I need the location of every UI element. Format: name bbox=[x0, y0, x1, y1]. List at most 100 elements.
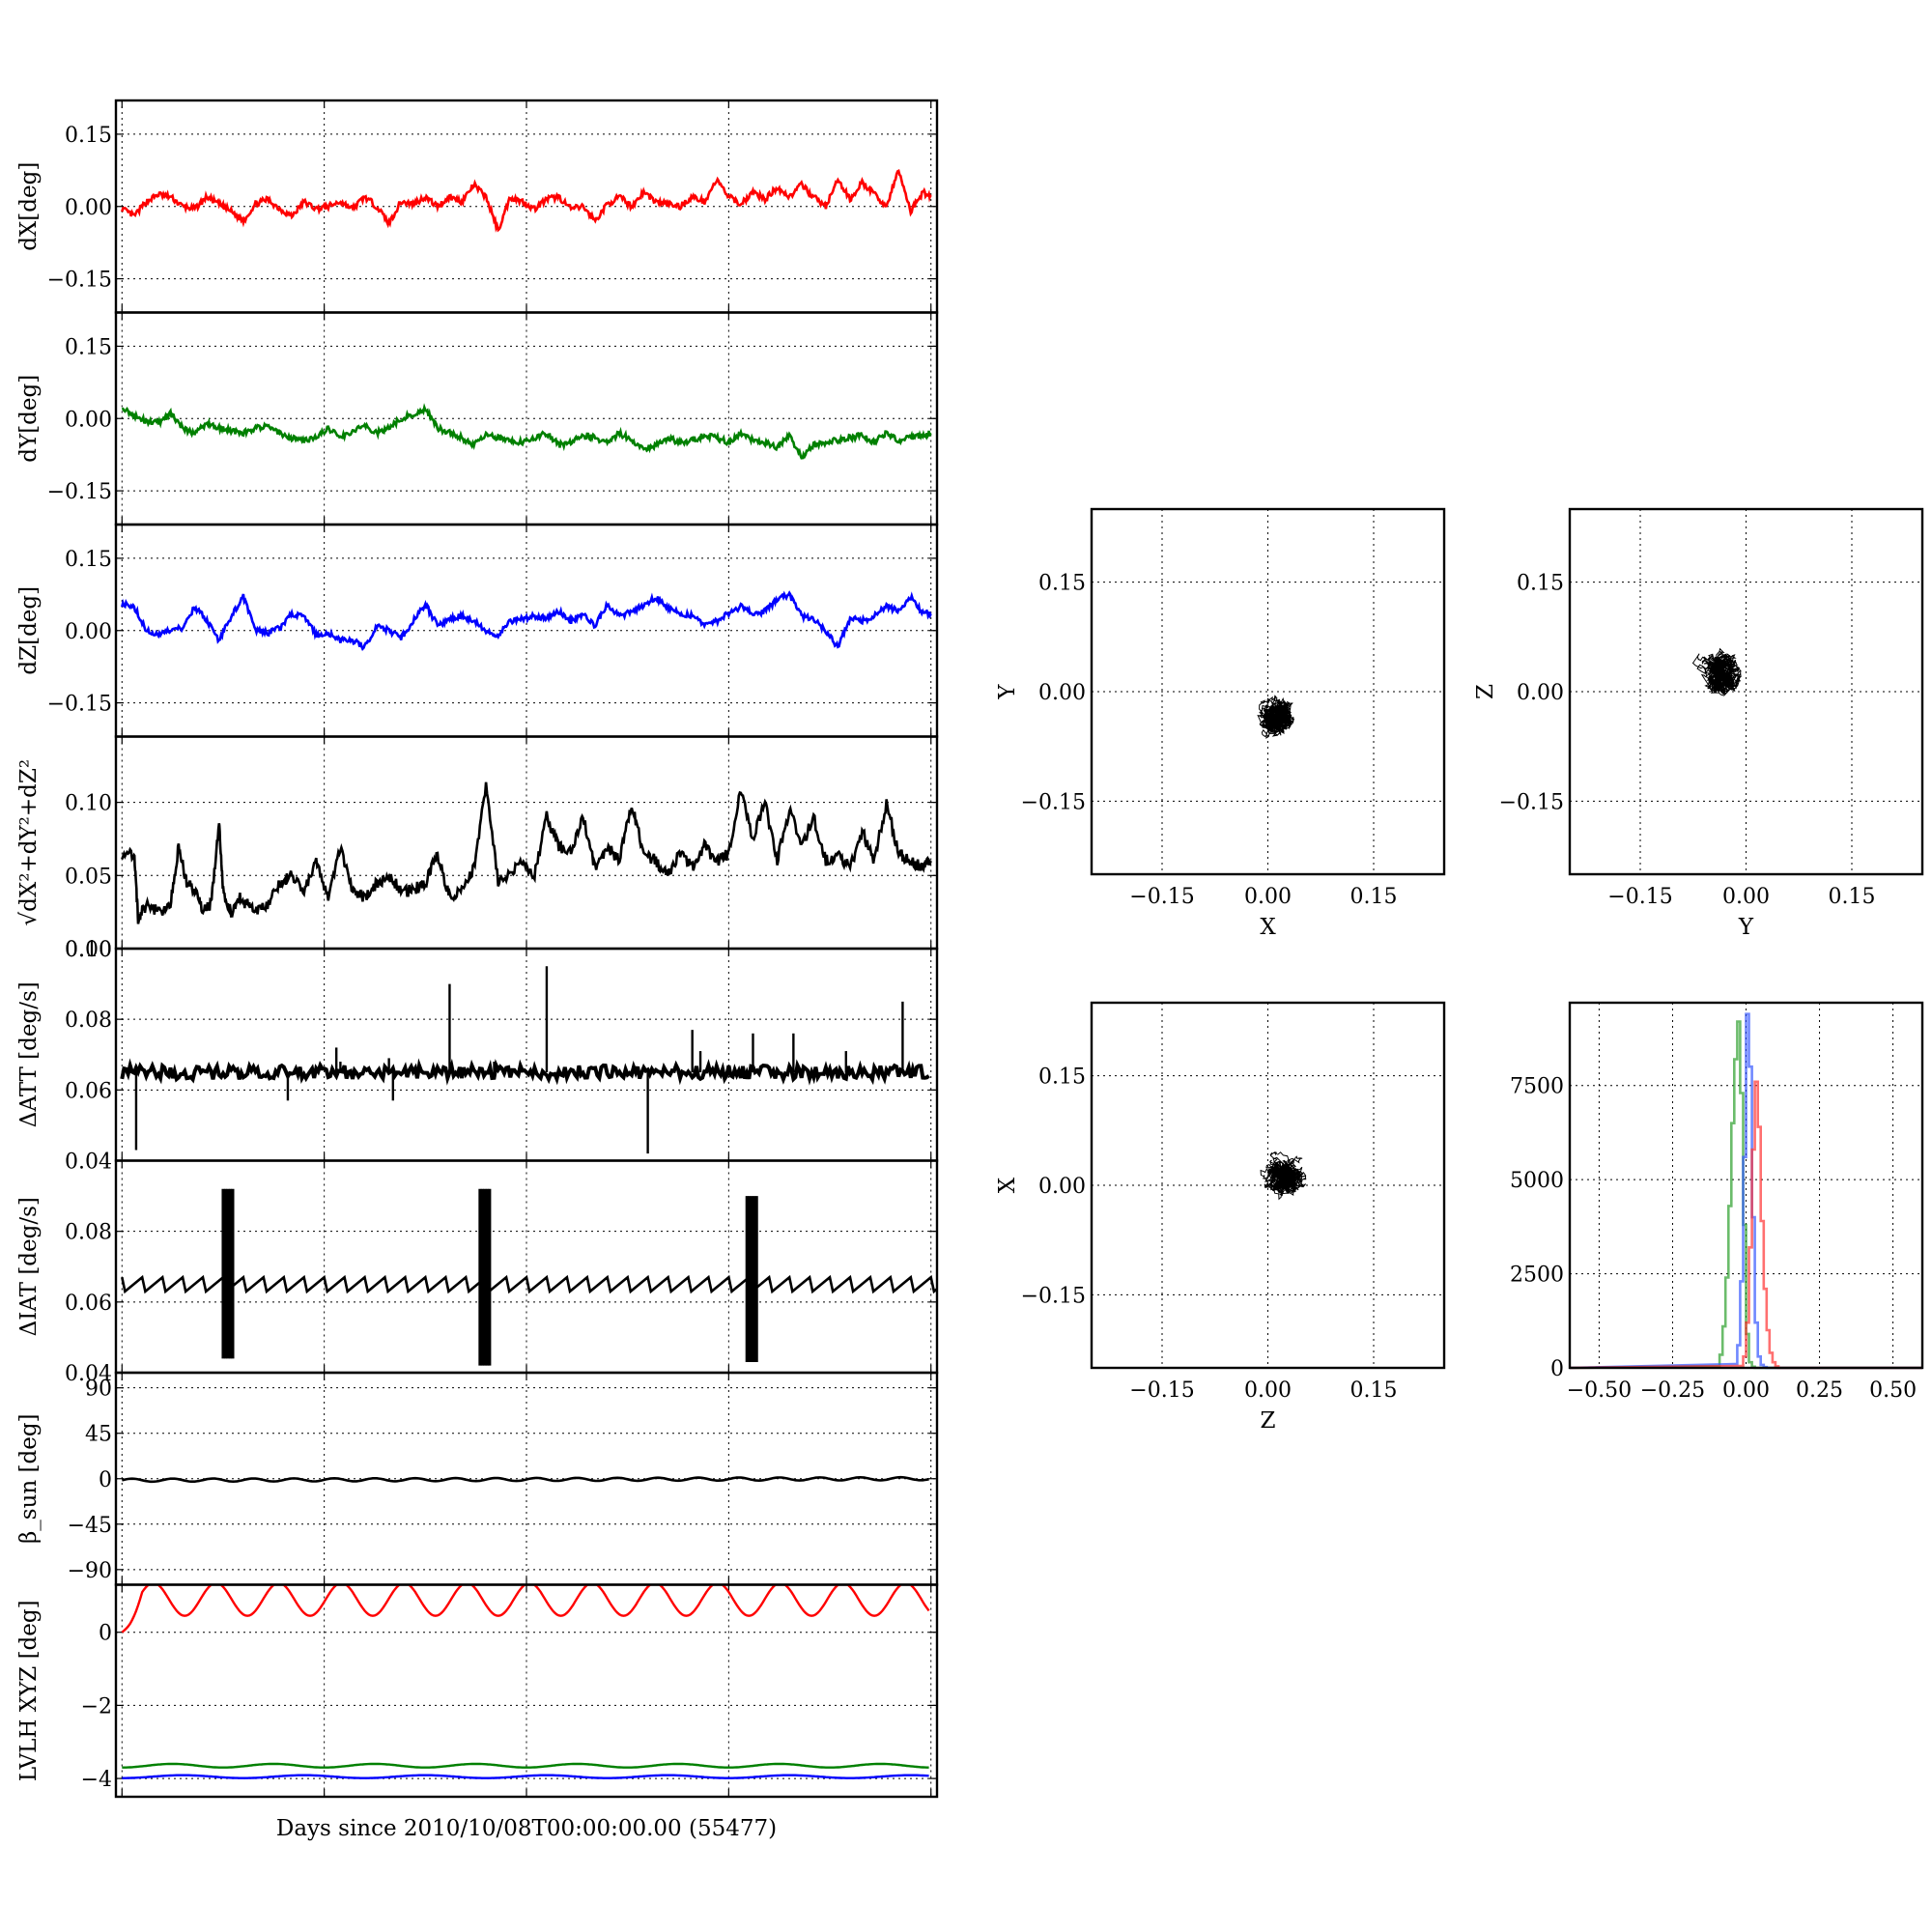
ytick-label: 90 bbox=[85, 1378, 112, 1402]
ytick-label: −0.15 bbox=[1021, 790, 1086, 814]
series-line-datt bbox=[120, 1058, 930, 1086]
ytick-label: 0.06 bbox=[65, 1292, 112, 1316]
hist-series-1 bbox=[1569, 1012, 1922, 1370]
series-line-dx bbox=[121, 169, 932, 233]
xtick-label: 0.50 bbox=[1869, 1378, 1917, 1403]
ytick-label: 7500 bbox=[1510, 1075, 1564, 1099]
xtick-label: −0.25 bbox=[1640, 1378, 1705, 1403]
ytick-label: 0.15 bbox=[65, 548, 112, 572]
series-line-beta bbox=[121, 1475, 929, 1484]
ylabel-zx: X bbox=[995, 1177, 1020, 1193]
scatter-trace bbox=[1260, 1151, 1307, 1201]
series-line-mag bbox=[121, 781, 932, 924]
panel-zx: −0.15 −0.15 0.00 0.00 0.15 0.15 Z X bbox=[995, 1001, 1446, 1434]
series-group bbox=[121, 590, 932, 651]
ytick-label: 45 bbox=[85, 1423, 112, 1447]
series-group bbox=[121, 1584, 930, 1779]
xtick-label: −0.15 bbox=[1129, 1378, 1194, 1403]
scatter-trace bbox=[1257, 695, 1295, 739]
figure-xlabel: Days since 2010/10/08T00:00:00.00 (55477… bbox=[276, 1816, 777, 1841]
ytick-label: 5000 bbox=[1510, 1169, 1564, 1193]
ylabel-yz: Z bbox=[1473, 684, 1498, 699]
ytick-label: 0.00 bbox=[65, 196, 112, 220]
series-group bbox=[121, 781, 932, 924]
ytick-label: 0.05 bbox=[65, 865, 112, 889]
ytick-label: −0.15 bbox=[47, 480, 112, 504]
panel-diat: 0.08 0.06 0.04 ΔIAT [deg/s] bbox=[16, 1159, 939, 1386]
ytick-label: 0.15 bbox=[1038, 572, 1086, 596]
panel-hist: −0.50 −0.25 0.00 0.25 0.50 0 2500 5000 7500 bbox=[1510, 1001, 1924, 1403]
xtick-label: −0.50 bbox=[1567, 1378, 1632, 1403]
ytick-label: 0.15 bbox=[1038, 1065, 1086, 1090]
xtick-label: 0.00 bbox=[1244, 885, 1292, 909]
ytick-label: 0.15 bbox=[1517, 572, 1564, 596]
ytick-label: −0.15 bbox=[47, 693, 112, 717]
ytick-label: 0.00 bbox=[65, 620, 112, 644]
ylabel-dx: dX[deg] bbox=[16, 162, 42, 251]
series-group bbox=[121, 1188, 937, 1366]
ylabel-lvlh: LVLH XYZ [deg] bbox=[16, 1600, 42, 1781]
ylabel-beta: β_sun [deg] bbox=[16, 1413, 42, 1544]
ylabel-datt: ΔATT [deg/s] bbox=[16, 981, 42, 1127]
axes-frame bbox=[1090, 507, 1446, 876]
ytick-label: 2500 bbox=[1510, 1264, 1564, 1288]
series-line-lvlh-0 bbox=[121, 1584, 930, 1634]
ylabel-dz: dZ[deg] bbox=[16, 586, 42, 675]
ytick-label: 0.10 bbox=[65, 792, 112, 816]
ytick-label: −45 bbox=[68, 1514, 112, 1538]
axes-frame bbox=[114, 1583, 939, 1799]
panels: 0.150.00−0.15dX[deg]0.150.00−0.15dY[deg]… bbox=[16, 99, 1924, 1799]
series-group bbox=[120, 966, 930, 1154]
ylabel-mag: √dX²+dY²+dZ² bbox=[16, 759, 42, 926]
xlabel-zx: Z bbox=[1261, 1408, 1276, 1434]
xtick-label: 0.00 bbox=[1722, 885, 1770, 909]
series-group bbox=[121, 1475, 929, 1484]
ylabel-diat: ΔIAT [deg/s] bbox=[16, 1197, 42, 1336]
ytick-label: 0.15 bbox=[65, 124, 112, 148]
ytick-label: 0.00 bbox=[65, 408, 112, 432]
ytick-label: 0.00 bbox=[1517, 681, 1564, 705]
series-line-dz bbox=[121, 590, 932, 651]
xtick-label: 0.00 bbox=[1244, 1378, 1292, 1403]
ytick-label: 0.00 bbox=[1038, 1175, 1086, 1199]
axes-frame bbox=[1090, 1001, 1446, 1370]
ytick-label: −2 bbox=[81, 1694, 112, 1719]
xtick-label: −0.15 bbox=[1129, 885, 1194, 909]
ytick-label: 0 bbox=[1550, 1357, 1564, 1381]
ytick-label: 0.06 bbox=[65, 1079, 112, 1103]
ytick-label: 0.04 bbox=[65, 1151, 112, 1175]
ytick-label: −0.15 bbox=[47, 269, 112, 293]
axes-frame bbox=[1568, 507, 1924, 876]
series-line-lvlh-1 bbox=[122, 1762, 929, 1769]
series-group bbox=[121, 169, 932, 233]
ytick-label: 0.15 bbox=[65, 335, 112, 359]
ytick-label: −0.15 bbox=[1021, 1284, 1086, 1308]
xtick-label: −0.15 bbox=[1607, 885, 1672, 909]
panel-yz: −0.15 −0.15 0.00 0.00 0.15 0.15 Y Z bbox=[1473, 507, 1924, 940]
hist-series-0 bbox=[1569, 1020, 1922, 1370]
ylabel-dy: dY[deg] bbox=[16, 375, 42, 463]
ylabel-xy: Y bbox=[995, 684, 1020, 700]
ytick-label: 0 bbox=[99, 1622, 112, 1646]
ytick-label: −0.15 bbox=[1499, 790, 1564, 814]
ytick-label: 0.08 bbox=[65, 1221, 112, 1245]
series-line-diat bbox=[121, 1274, 937, 1294]
ytick-label: 0.00 bbox=[65, 938, 112, 962]
xtick-label: 0.15 bbox=[1350, 885, 1398, 909]
axes-frame bbox=[1568, 1001, 1924, 1370]
ytick-label: 0.00 bbox=[1038, 681, 1086, 705]
series-group bbox=[121, 403, 932, 460]
xlabel-yz: Y bbox=[1738, 915, 1754, 940]
hist-series-2 bbox=[1569, 1080, 1922, 1370]
scatter-trace bbox=[1691, 647, 1742, 696]
series-line-lvlh-2 bbox=[122, 1774, 929, 1779]
panel-lvlh: 0 −2 −4 LVLH XYZ [deg] bbox=[16, 1583, 939, 1799]
panel-mag: 0.10 0.05 0.00 √dX²+dY²+dZ² bbox=[16, 735, 939, 962]
ytick-label: 0.10 bbox=[65, 938, 112, 962]
xtick-label: 0.15 bbox=[1350, 1378, 1398, 1403]
ytick-label: −4 bbox=[81, 1768, 112, 1792]
